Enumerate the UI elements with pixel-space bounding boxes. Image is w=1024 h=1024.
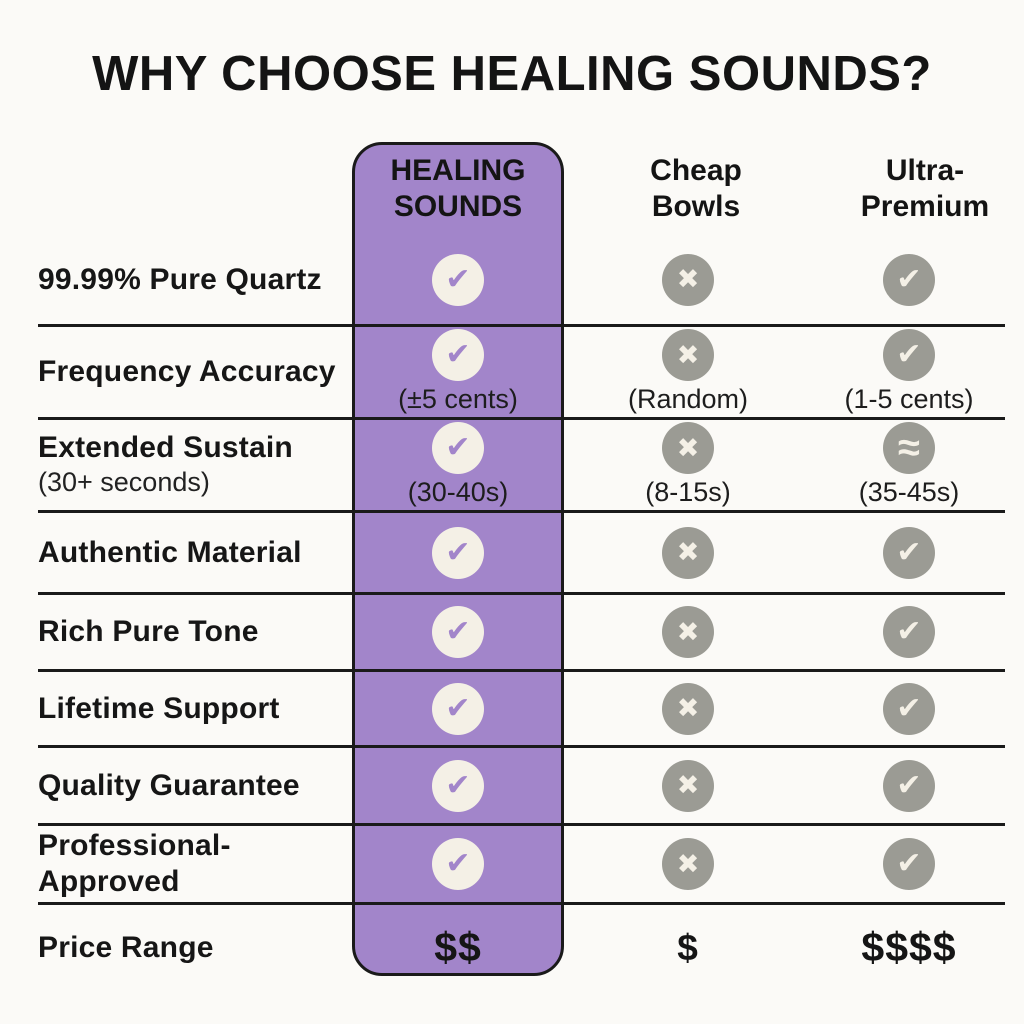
feature-text: Extended Sustain — [38, 431, 293, 465]
table-row: Quality Guarantee ✔ ✖ ✔ — [38, 748, 1005, 826]
cross-icon: ✖ — [662, 422, 714, 474]
ultra-premium-cell: ✔ — [813, 595, 1005, 669]
healing-sounds-cell: ✔ — [353, 672, 563, 745]
cell-note: (8-15s) — [645, 477, 731, 507]
feature-label-cell: Frequency Accuracy — [38, 327, 353, 417]
cell-note: (±5 cents) — [398, 384, 518, 414]
ultra-premium-cell: ✔ — [813, 748, 1005, 823]
feature-label-cell: Rich Pure Tone — [38, 595, 353, 669]
comparison-table: HEALING SOUNDS Cheap Bowls Ultra- Premiu… — [38, 142, 1005, 990]
cross-icon: ✖ — [662, 253, 714, 306]
cross-icon: ✖ — [662, 526, 714, 579]
cross-icon: ✖ — [662, 329, 714, 381]
check-icon: ✔ — [883, 526, 935, 579]
ultra-premium-cell: ✔ — [813, 513, 1005, 592]
check-icon: ✔ — [432, 526, 484, 579]
check-icon: ✔ — [432, 606, 484, 658]
feature-label-cell: Authentic Material — [38, 513, 353, 592]
cross-icon: ✖ — [662, 838, 714, 890]
cheap-bowls-cell: ✖ — [563, 748, 813, 823]
table-row: Lifetime Support ✔ ✖ ✔ — [38, 672, 1005, 748]
healing-sounds-cell: ✔ (±5 cents) — [353, 327, 563, 417]
cross-icon: ✖ — [662, 606, 714, 658]
ultra-premium-cell: ✔ — [813, 672, 1005, 745]
cheap-bowls-cell: ✖ — [563, 672, 813, 745]
approx-icon: ≈ — [883, 422, 935, 474]
healing-sounds-cell: ✔ — [353, 513, 563, 592]
table-row: Frequency Accuracy ✔ (±5 cents) ✖ (Rando… — [38, 327, 1005, 420]
cheap-bowls-cell: ✖ (Random) — [563, 327, 813, 417]
check-icon: ✔ — [883, 759, 935, 812]
feature-label-cell: Extended Sustain (30+ seconds) — [38, 420, 353, 510]
cross-icon: ✖ — [662, 759, 714, 812]
check-icon: ✔ — [432, 838, 484, 890]
check-icon: ✔ — [432, 759, 484, 812]
feature-text: Authentic Material — [38, 535, 302, 569]
cross-icon: ✖ — [662, 682, 714, 735]
cheap-bowls-cell: ✖ — [563, 826, 813, 902]
price-value: $ — [677, 926, 699, 968]
feature-text: 99.99% Pure Quartz — [38, 262, 322, 296]
column-header-healing-sounds: HEALING SOUNDS — [353, 142, 563, 235]
ultra-premium-cell: ✔ — [813, 826, 1005, 902]
cheap-bowls-cell: ✖ (8-15s) — [563, 420, 813, 510]
feature-label-cell: Lifetime Support — [38, 672, 353, 745]
feature-text: Frequency Accuracy — [38, 355, 336, 388]
feature-label-cell: 99.99% Pure Quartz — [38, 235, 353, 324]
column-header-label: HEALING SOUNDS — [390, 153, 526, 223]
price-value: $$ — [434, 924, 482, 970]
cell-note: (1-5 cents) — [844, 384, 974, 414]
feature-text: Professional-Approved — [38, 829, 231, 898]
cell-note: (35-45s) — [858, 477, 960, 507]
feature-text: Lifetime Support — [38, 691, 280, 725]
column-header-label: Cheap Bowls — [650, 153, 742, 223]
feature-label-cell: Price Range — [38, 905, 353, 990]
check-icon: ✔ — [883, 606, 935, 658]
ultra-premium-cell: $$$$ — [813, 905, 1005, 990]
feature-label-cell: Quality Guarantee — [38, 748, 353, 823]
cheap-bowls-cell: $ — [563, 905, 813, 990]
table-header-row: HEALING SOUNDS Cheap Bowls Ultra- Premiu… — [38, 142, 1005, 235]
table-row: Rich Pure Tone ✔ ✖ ✔ — [38, 595, 1005, 672]
ultra-premium-cell: ✔ (1-5 cents) — [813, 327, 1005, 417]
column-header-ultra-premium: Ultra- Premium — [813, 142, 1005, 235]
feature-text: Quality Guarantee — [38, 768, 300, 802]
price-value: $$$$ — [861, 924, 957, 970]
healing-sounds-cell: $$ — [353, 905, 563, 990]
table-row: Extended Sustain (30+ seconds) ✔ (30-40s… — [38, 420, 1005, 513]
ultra-premium-cell: ≈ (35-45s) — [813, 420, 1005, 510]
cheap-bowls-cell: ✖ — [563, 595, 813, 669]
check-icon: ✔ — [883, 253, 935, 306]
cell-note: (Random) — [627, 384, 749, 414]
feature-text: Price Range — [38, 930, 214, 964]
healing-sounds-cell: ✔ — [353, 748, 563, 823]
healing-sounds-cell: ✔ — [353, 235, 563, 324]
table-row: 99.99% Pure Quartz ✔ ✖ ✔ — [38, 235, 1005, 327]
healing-sounds-cell: ✔ — [353, 826, 563, 902]
cell-note: (30-40s) — [407, 477, 509, 507]
ultra-premium-cell: ✔ — [813, 235, 1005, 324]
check-icon: ✔ — [883, 329, 935, 381]
cheap-bowls-cell: ✖ — [563, 235, 813, 324]
column-header-cheap-bowls: Cheap Bowls — [563, 142, 813, 235]
check-icon: ✔ — [432, 682, 484, 735]
page-title: WHY CHOOSE HEALING SOUNDS? — [92, 47, 932, 101]
table-row: Professional-Approved ✔ ✖ ✔ — [38, 826, 1005, 905]
column-header-label: Ultra- Premium — [860, 153, 990, 223]
check-icon: ✔ — [432, 329, 484, 381]
healing-sounds-cell: ✔ — [353, 595, 563, 669]
check-icon: ✔ — [883, 838, 935, 890]
check-icon: ✔ — [883, 682, 935, 735]
table-row: Authentic Material ✔ ✖ ✔ — [38, 513, 1005, 595]
healing-sounds-cell: ✔ (30-40s) — [353, 420, 563, 510]
feature-subtext: (30+ seconds) — [38, 467, 210, 498]
check-icon: ✔ — [432, 422, 484, 474]
check-icon: ✔ — [432, 253, 484, 306]
feature-label-cell: Professional-Approved — [38, 826, 353, 902]
header-spacer — [38, 142, 353, 235]
feature-text: Rich Pure Tone — [38, 615, 259, 648]
cheap-bowls-cell: ✖ — [563, 513, 813, 592]
table-row: Price Range $$ $ $$$$ — [38, 905, 1005, 990]
